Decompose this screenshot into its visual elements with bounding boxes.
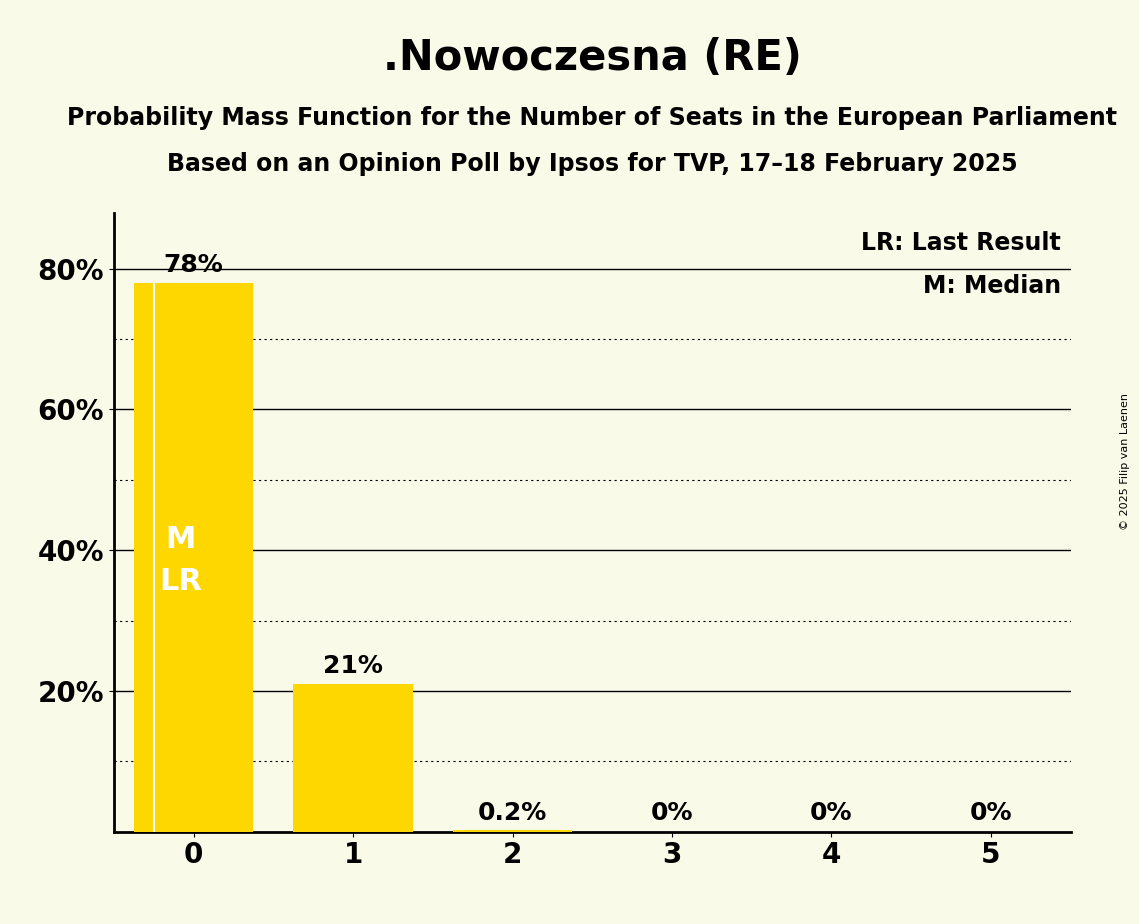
Text: 0%: 0%	[650, 800, 694, 824]
Text: 21%: 21%	[323, 654, 383, 678]
Text: 0%: 0%	[969, 800, 1013, 824]
Text: LR: Last Result: LR: Last Result	[861, 231, 1062, 255]
Text: Based on an Opinion Poll by Ipsos for TVP, 17–18 February 2025: Based on an Opinion Poll by Ipsos for TV…	[167, 152, 1017, 176]
Text: Probability Mass Function for the Number of Seats in the European Parliament: Probability Mass Function for the Number…	[67, 106, 1117, 130]
Text: M: Median: M: Median	[923, 274, 1062, 298]
Text: LR: LR	[159, 567, 203, 596]
Text: 78%: 78%	[164, 253, 223, 277]
Text: M: M	[165, 525, 196, 554]
Text: .Nowoczesna (RE): .Nowoczesna (RE)	[383, 37, 802, 79]
Text: © 2025 Filip van Laenen: © 2025 Filip van Laenen	[1121, 394, 1130, 530]
Text: 0.2%: 0.2%	[478, 800, 547, 824]
Bar	[294, 684, 412, 832]
Text: 0%: 0%	[810, 800, 853, 824]
Bar	[452, 830, 572, 832]
Bar	[134, 283, 253, 832]
